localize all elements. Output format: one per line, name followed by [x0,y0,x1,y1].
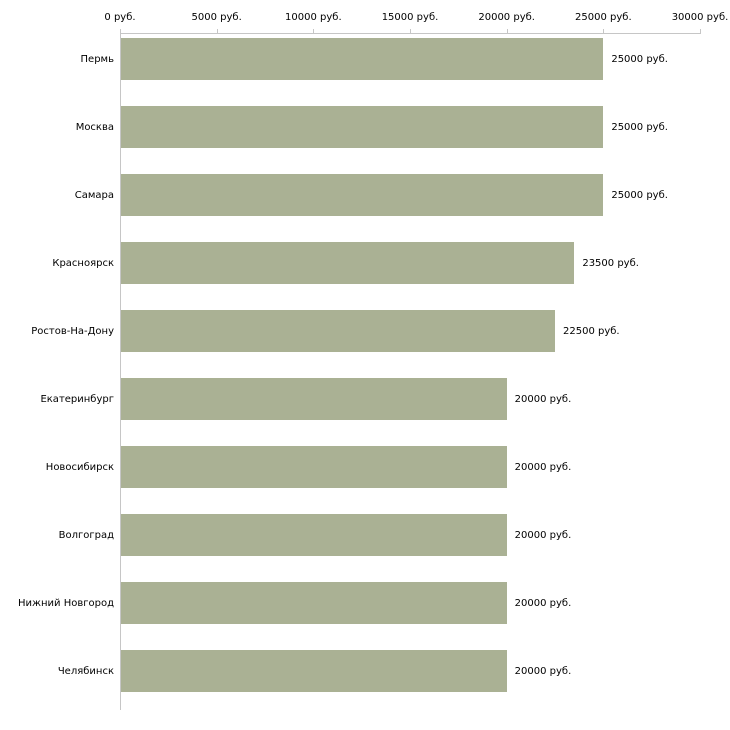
bar [121,106,604,148]
category-label: Красноярск [52,257,114,269]
x-axis-tick [700,29,701,33]
value-label: 23500 руб. [582,257,639,269]
x-axis-tick-label: 30000 руб. [671,12,729,23]
value-label: 22500 руб. [563,325,620,337]
value-label: 25000 руб. [611,121,668,133]
x-axis-tick-label: 10000 руб. [285,12,342,23]
bar [121,514,507,556]
category-label: Новосибирск [45,461,114,473]
bar [121,38,604,80]
x-axis-tick [120,29,121,33]
x-axis-tick [216,29,218,33]
x-axis-tick-label: 20000 руб. [478,12,535,23]
bar [121,582,507,624]
value-label: 20000 руб. [514,597,572,609]
bar [121,310,555,352]
bar [121,174,604,216]
x-axis-tick [603,29,605,33]
x-axis-line [120,33,701,34]
bar [121,242,575,284]
category-label: Самара [74,189,114,201]
x-axis-tick [410,29,411,33]
category-label: Челябинск [57,665,114,677]
value-label: 20000 руб. [514,393,572,405]
x-axis-tick-label: 25000 руб. [575,12,632,23]
y-axis-line [120,33,121,710]
x-axis-tick [313,29,315,33]
x-axis-tick-label: 5000 руб. [191,12,242,23]
x-axis-tick [506,29,508,33]
category-label: Нижний Новгород [17,597,114,609]
category-label: Ростов-На-Дону [31,325,114,337]
value-label: 20000 руб. [514,665,572,677]
value-label: 25000 руб. [611,53,668,65]
category-label: Екатеринбург [40,393,114,405]
x-axis-tick-label: 15000 руб. [381,12,439,23]
x-axis-tick-label: 0 руб. [104,12,136,23]
bar [121,378,507,420]
bar [121,650,507,692]
category-label: Москва [75,121,114,133]
category-label: Волгоград [58,529,114,541]
category-label: Пермь [80,53,114,65]
value-label: 20000 руб. [514,461,572,473]
value-label: 25000 руб. [611,189,668,201]
bar [121,446,507,488]
value-label: 20000 руб. [514,529,572,541]
